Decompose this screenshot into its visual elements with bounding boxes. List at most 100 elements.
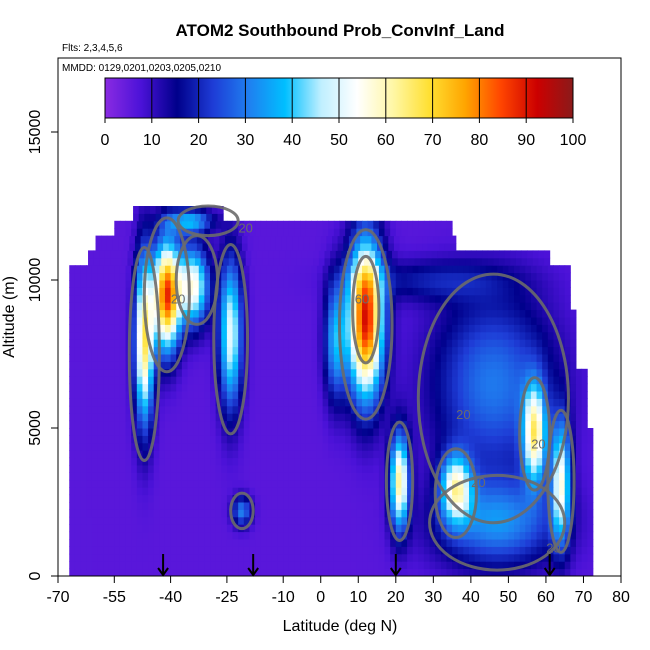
heatmap-cell [532, 257, 539, 266]
heatmap-cell [181, 442, 188, 451]
heatmap-cell [187, 331, 194, 340]
heatmap-cell [322, 339, 329, 348]
heatmap-cell [362, 398, 369, 407]
heatmap-cell [91, 309, 98, 318]
heatmap-cell [260, 568, 267, 576]
heatmap-cell [305, 272, 312, 281]
heatmap-cell [131, 539, 138, 547]
heatmap-cell [429, 272, 436, 281]
heatmap-cell [525, 272, 532, 281]
heatmap-cell [210, 420, 217, 429]
heatmap-cell [474, 457, 481, 466]
heatmap-cell [514, 383, 521, 392]
heatmap-cell [153, 442, 160, 451]
heatmap-cell [238, 553, 245, 562]
heatmap-cell [210, 450, 217, 459]
heatmap-cell [80, 376, 87, 385]
heatmap-cell [587, 568, 594, 576]
heatmap-cell [401, 368, 408, 377]
heatmap-cell [258, 243, 265, 251]
heatmap-cell [508, 368, 515, 377]
heatmap-cell [176, 479, 183, 488]
heatmap-cell [435, 280, 442, 288]
heatmap-cell [170, 324, 177, 333]
heatmap-cell [108, 494, 115, 503]
heatmap-cell [412, 398, 419, 407]
heatmap-cell [423, 265, 431, 274]
heatmap-cell [519, 405, 526, 414]
heatmap-cell [514, 442, 521, 451]
heatmap-cell [407, 420, 414, 429]
heatmap-cell [542, 383, 549, 392]
heatmap-cell [260, 265, 267, 274]
heatmap-cell [283, 472, 290, 481]
heatmap-cell [238, 324, 245, 333]
heatmap-cell [316, 516, 324, 525]
heatmap-cell [125, 465, 132, 473]
heatmap-cell [373, 368, 380, 377]
heatmap-cell [564, 546, 571, 555]
heatmap-cell [403, 257, 410, 266]
heatmap-cell [69, 509, 76, 518]
heatmap-cell [508, 317, 515, 325]
heatmap-cell [170, 376, 177, 385]
heatmap-cell [151, 235, 158, 244]
heatmap-cell [288, 450, 295, 459]
heatmap-cell [226, 516, 234, 525]
x-axis: -70 -55 -40 -25 -10 0 10 20 30 40 50 60 70 80 [46, 575, 630, 606]
heatmap-cell [362, 420, 369, 429]
heatmap-cell [103, 479, 110, 488]
heatmap-cell [491, 354, 498, 362]
heatmap-cell [91, 509, 98, 518]
heatmap-cell [431, 257, 438, 266]
heatmap-cell [193, 524, 200, 533]
heatmap-cell [435, 428, 442, 436]
heatmap-cell [170, 383, 177, 392]
heatmap-cell [80, 435, 87, 444]
heatmap-cell [133, 206, 140, 214]
heatmap-cell [362, 376, 369, 385]
heatmap-cell [271, 391, 279, 399]
heatmap-cell [468, 494, 476, 503]
heatmap-cell [328, 287, 335, 296]
heatmap-cell [463, 465, 470, 473]
heatmap-cell [294, 346, 301, 355]
heatmap-cell [333, 228, 340, 237]
heatmap-cell [170, 339, 177, 348]
heatmap-cell [131, 383, 138, 392]
heatmap-cell [390, 420, 397, 429]
heatmap-cell [119, 487, 127, 496]
heatmap-cell [468, 391, 476, 399]
heatmap-cell [108, 331, 115, 340]
heatmap-cell [362, 465, 369, 473]
heatmap-cell [210, 531, 217, 540]
heatmap-cell [226, 220, 234, 229]
heatmap-cell [440, 420, 447, 429]
heatmap-cell [316, 509, 324, 518]
heatmap-cell [311, 428, 318, 436]
heatmap-cell [210, 265, 217, 274]
heatmap-cell [435, 368, 442, 377]
heatmap-cell [97, 553, 104, 562]
heatmap-cell [193, 346, 200, 355]
heatmap-cell [255, 539, 262, 547]
heatmap-cell [148, 280, 155, 288]
heatmap-cell [463, 435, 470, 444]
heatmap-cell [446, 302, 453, 311]
heatmap-cell [395, 539, 402, 547]
heatmap-cell [429, 435, 436, 444]
heatmap-cell [514, 479, 521, 488]
heatmap-cell [86, 324, 93, 333]
heatmap-cell [266, 494, 273, 503]
heatmap-cell [362, 368, 369, 377]
heatmap-cell [159, 487, 166, 496]
heatmap-cell [108, 502, 115, 510]
heatmap-cell [474, 568, 481, 576]
heatmap-cell [187, 339, 194, 348]
heatmap-cell [193, 331, 200, 340]
heatmap-cell [502, 265, 509, 274]
heatmap-cell [328, 539, 335, 547]
heatmap-cell [536, 546, 543, 555]
heatmap-cell [249, 420, 256, 429]
heatmap-cell [164, 479, 172, 488]
